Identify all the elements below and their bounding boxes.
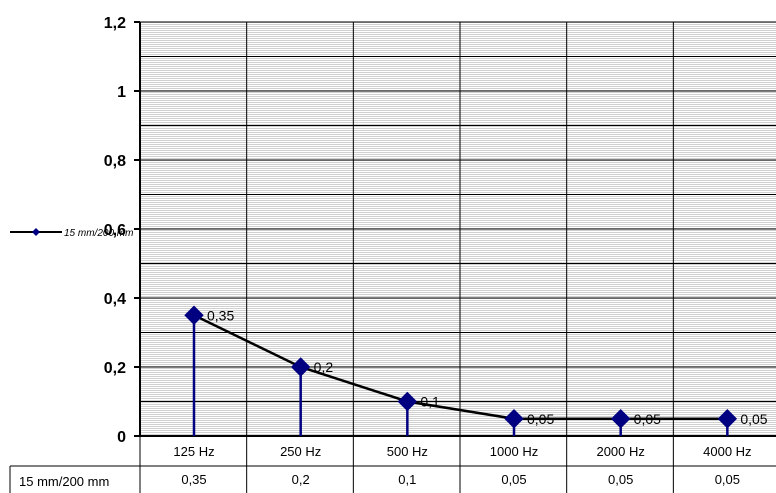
legend: 15 mm/200 mm bbox=[10, 228, 133, 239]
y-tick-label: 0,8 bbox=[104, 153, 126, 170]
table-cell-value: 0,2 bbox=[292, 472, 310, 487]
data-labels: 0,35 0,2 0,1 0,05 0,05 0,05 bbox=[207, 307, 768, 427]
table-cell-value: 0,05 bbox=[608, 472, 633, 487]
y-tick-label: 1 bbox=[117, 84, 126, 101]
x-tick-labels: 125 Hz 250 Hz 500 Hz 1000 Hz 2000 Hz 4000 Hz bbox=[173, 444, 751, 459]
y-tick-labels: 0 0,2 0,4 0,6 0,8 1 1,2 bbox=[104, 15, 126, 446]
x-tick-label: 4000 Hz bbox=[703, 444, 751, 459]
data-label: 0,05 bbox=[634, 411, 661, 427]
y-tick-label: 1,2 bbox=[104, 15, 126, 32]
y-tick-label: 0 bbox=[117, 429, 126, 446]
series-markers bbox=[184, 305, 738, 429]
data-point-marker bbox=[717, 409, 738, 429]
x-tick-label: 2000 Hz bbox=[596, 444, 644, 459]
series-polyline bbox=[193, 314, 728, 420]
data-label: 0,05 bbox=[527, 411, 554, 427]
data-point-marker bbox=[610, 409, 631, 429]
data-label: 0,2 bbox=[314, 359, 334, 375]
data-label: 0,1 bbox=[420, 394, 440, 410]
data-table: 15 mm/200 mm 0,35 0,2 0,1 0,05 0,05 0,05 bbox=[9, 436, 776, 493]
data-point-marker bbox=[290, 357, 311, 377]
table-row-label: 15 mm/200 mm bbox=[19, 474, 109, 489]
data-point-marker bbox=[184, 305, 204, 325]
table-cell-value: 0,05 bbox=[501, 472, 526, 487]
data-point-marker bbox=[397, 391, 418, 412]
y-tick-label: 0,2 bbox=[104, 360, 126, 377]
x-tick-label: 125 Hz bbox=[173, 444, 214, 459]
legend-marker bbox=[32, 228, 40, 236]
data-point-marker bbox=[504, 409, 524, 429]
y-tick-label: 0,6 bbox=[104, 222, 126, 239]
data-label: 0,05 bbox=[740, 411, 767, 427]
legend-label: 15 mm/200 mm bbox=[64, 228, 133, 239]
table-cell-value: 0,35 bbox=[181, 472, 206, 487]
y-tick-label: 0,4 bbox=[104, 291, 126, 308]
table-cell-value: 0,05 bbox=[715, 472, 740, 487]
grid bbox=[140, 21, 776, 436]
x-tick-label: 500 Hz bbox=[387, 444, 428, 459]
data-label: 0,35 bbox=[207, 307, 234, 323]
series-line bbox=[193, 314, 728, 420]
x-tick-label: 250 Hz bbox=[280, 444, 321, 459]
table-cell-value: 0,1 bbox=[398, 472, 416, 487]
x-tick-label: 1000 Hz bbox=[490, 444, 538, 459]
